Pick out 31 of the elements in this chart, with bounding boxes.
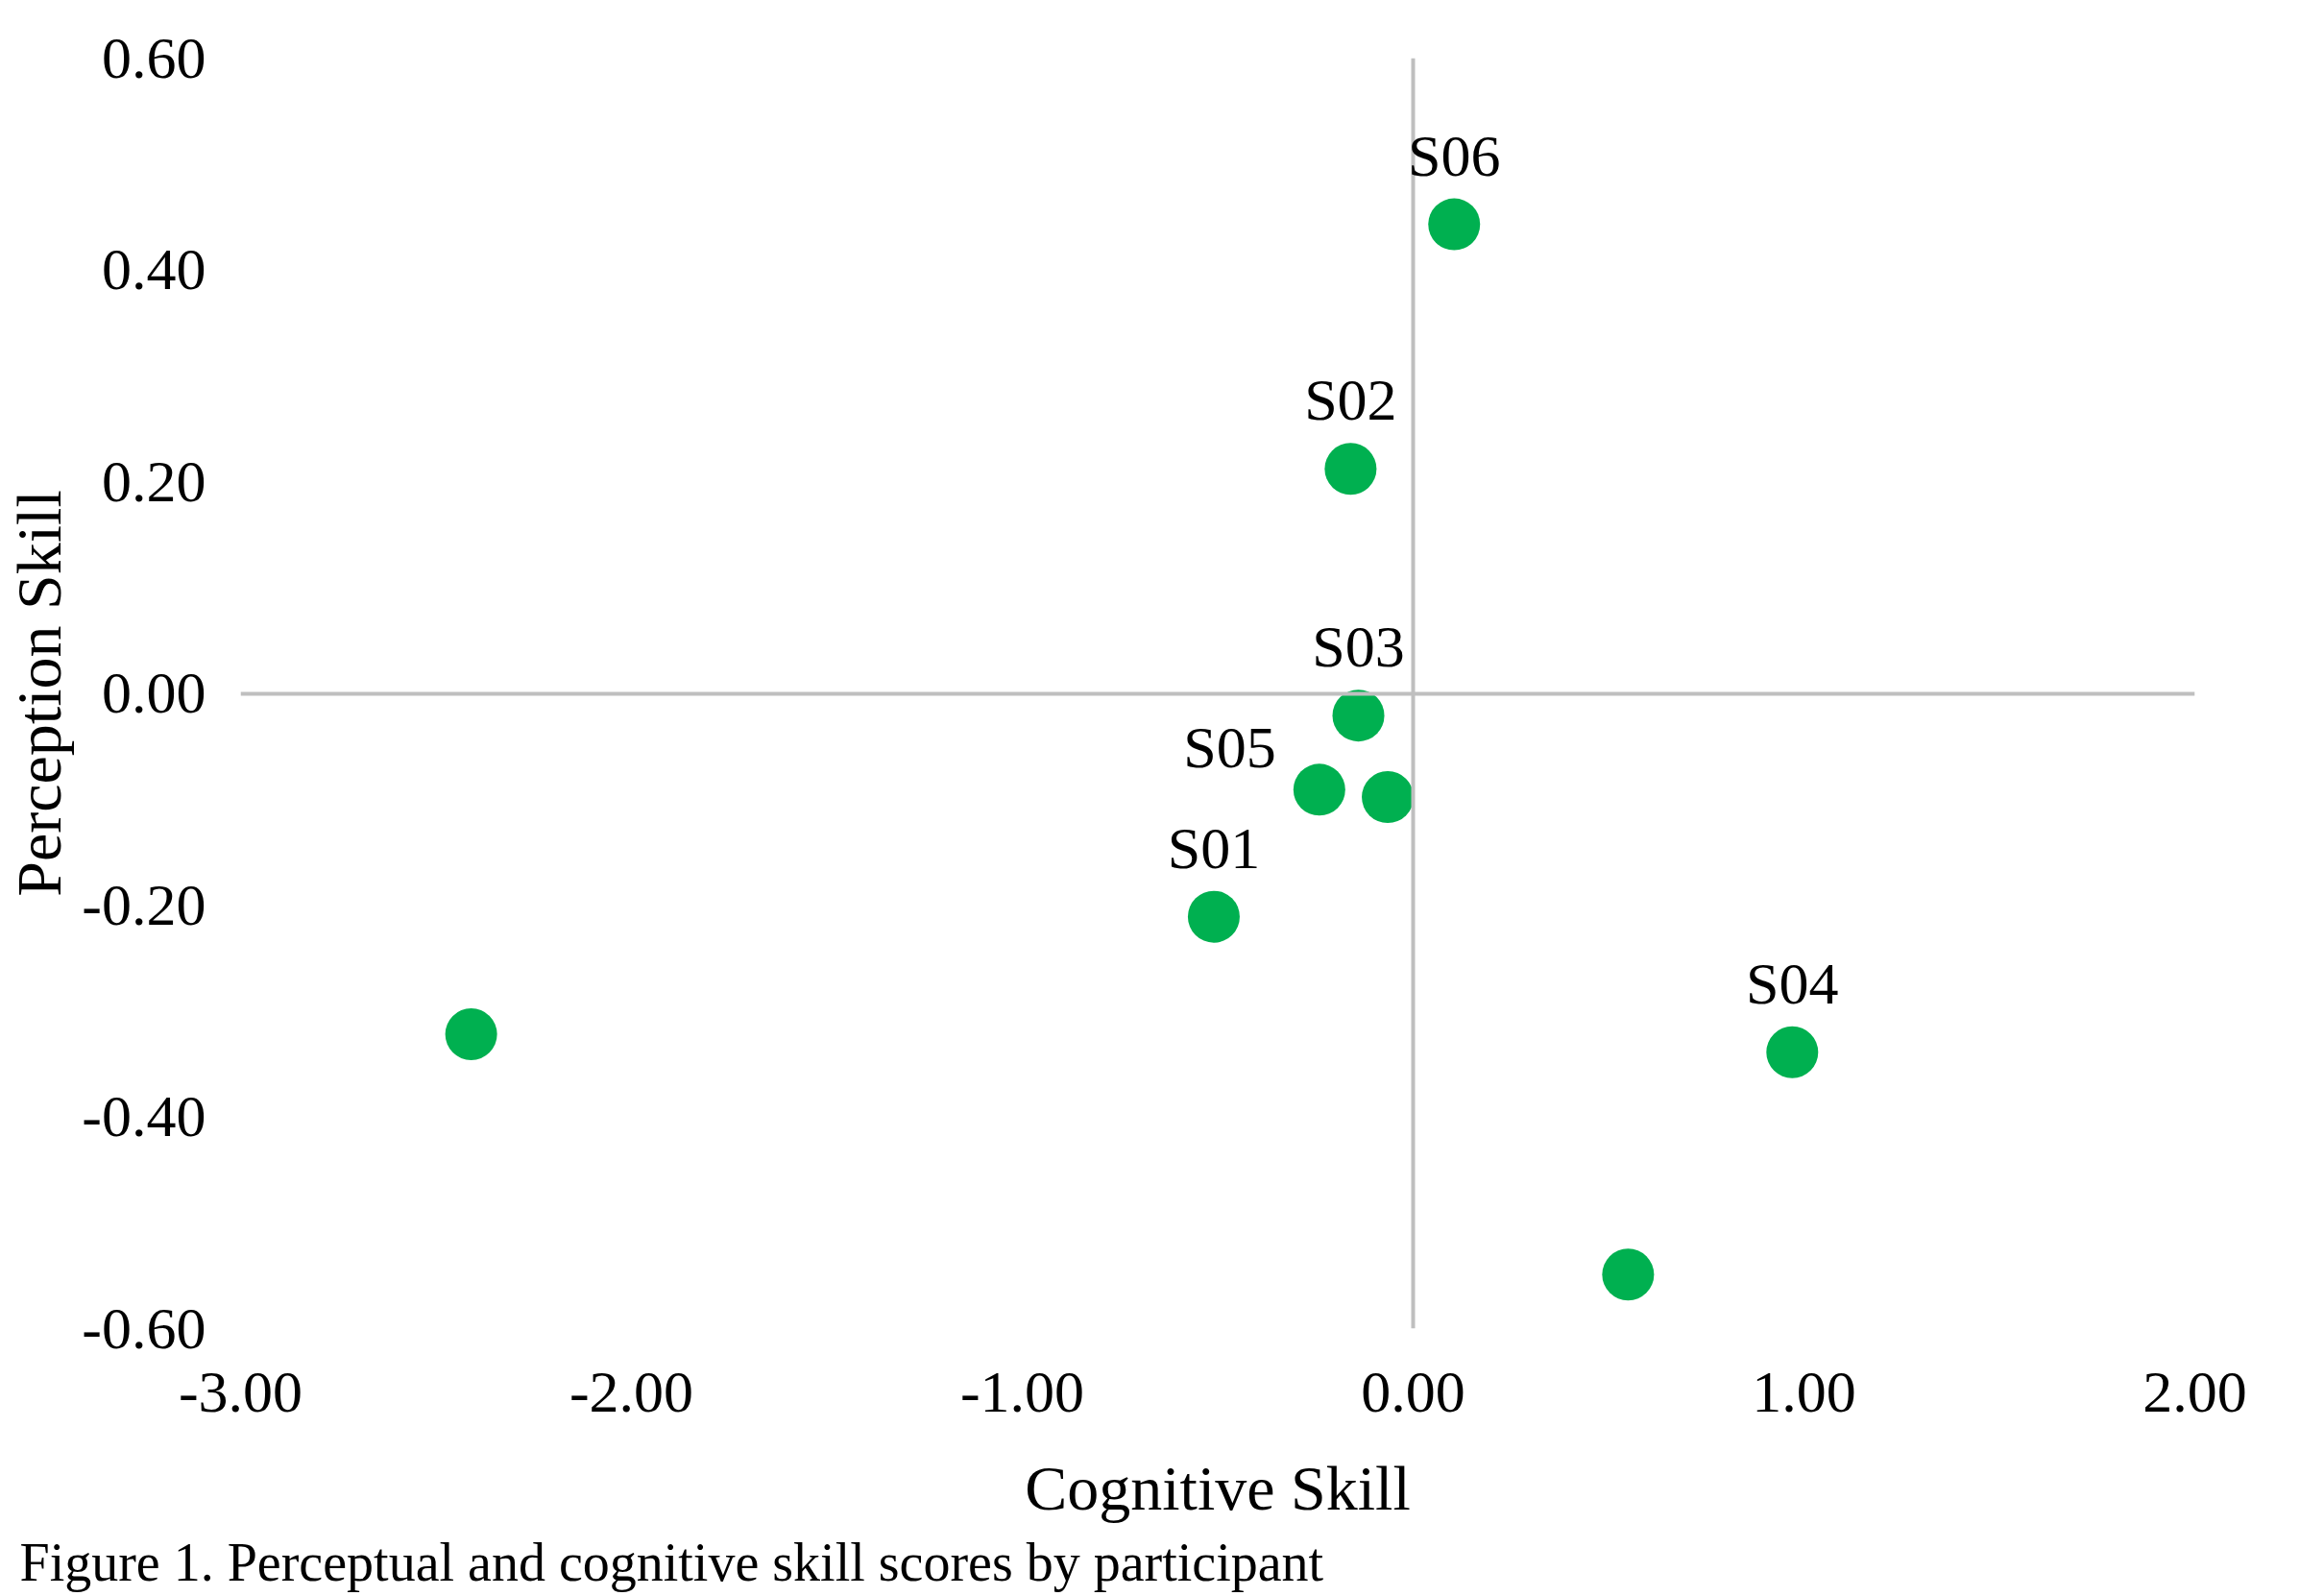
x-tick-label: -3.00 bbox=[178, 1358, 303, 1424]
point bbox=[1332, 689, 1385, 742]
x-tick-label: -1.00 bbox=[959, 1358, 1085, 1424]
y-tick-label: -0.20 bbox=[82, 871, 206, 937]
y-axis-title: Perception Skill bbox=[4, 490, 75, 897]
data-label: S01 bbox=[1167, 814, 1261, 881]
y-tick-label: -0.40 bbox=[82, 1083, 206, 1149]
data-label: S03 bbox=[1312, 614, 1405, 680]
x-tick-label: 0.00 bbox=[1361, 1358, 1465, 1424]
point bbox=[1362, 771, 1415, 823]
point bbox=[1602, 1248, 1655, 1301]
point bbox=[1428, 198, 1481, 251]
point bbox=[1766, 1026, 1819, 1078]
point bbox=[445, 1008, 497, 1060]
y-tick-label: 0.00 bbox=[102, 660, 206, 725]
caption: Figure 1. Perceptual and cognitive skill scores by participant bbox=[19, 1532, 1324, 1592]
x-tick-label: -2.00 bbox=[569, 1358, 694, 1424]
point bbox=[1293, 763, 1345, 816]
x-tick-label: 1.00 bbox=[1752, 1358, 1856, 1424]
y-tick-label: -0.60 bbox=[82, 1294, 206, 1361]
data-label: S04 bbox=[1746, 950, 1839, 1016]
data-label: S02 bbox=[1304, 367, 1397, 433]
data-label: S05 bbox=[1183, 714, 1276, 781]
y-tick-label: 0.40 bbox=[102, 236, 206, 302]
y-tick-label: 0.20 bbox=[102, 447, 206, 514]
y-tick-label: 0.60 bbox=[102, 24, 206, 90]
point bbox=[1324, 443, 1377, 496]
x-tick-label: 2.00 bbox=[2143, 1358, 2247, 1424]
x-axis-title: Cognitive Skill bbox=[1025, 1452, 1411, 1523]
data-label: S06 bbox=[1407, 122, 1501, 188]
point bbox=[1187, 890, 1240, 943]
